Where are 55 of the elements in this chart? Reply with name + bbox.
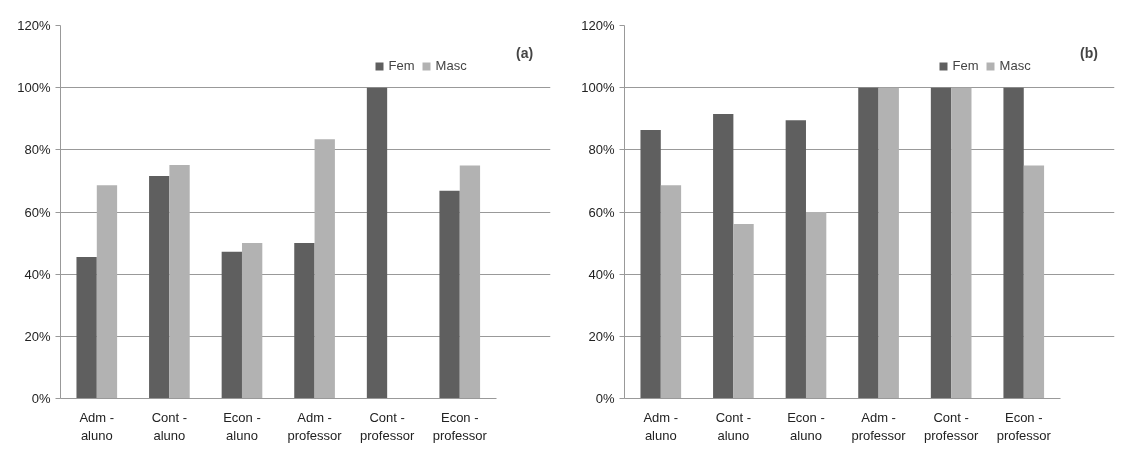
x-tick-label: Adm - aluno [79,409,115,443]
y-tick-label: 100% [581,80,615,96]
legend-label: Fem [952,58,979,73]
x-tick-label: Adm - aluno [643,409,679,443]
x-tick-label: Cont - professor [924,409,979,443]
bar [713,114,734,399]
bar [459,165,481,399]
bar [1003,87,1024,399]
annotation: (a) [516,44,534,61]
y-tick-label: 60% [24,204,51,220]
bar [314,139,335,399]
bar [930,87,952,399]
y-tick-label: 0% [31,391,51,406]
y-tick-label: 20% [24,328,51,344]
x-tick-label: Adm - professor [851,409,907,443]
x-tick-label: Cont - aluno [151,409,188,443]
x-tick-label: Econ - aluno [787,409,825,443]
bar [733,224,754,399]
x-tick-label: Econ - aluno [223,409,261,443]
y-tick-label: 100% [17,80,51,96]
y-tick-label: 40% [24,266,51,282]
y-tick-label: 120% [17,18,51,33]
y-tick-label: 80% [24,142,51,158]
bar [951,87,972,399]
x-tick-label: Econ - professor [432,409,488,443]
bar [294,243,315,399]
bar [805,212,827,399]
x-tick-label: Cont - professor [360,409,415,443]
bar [366,87,388,399]
x-tick-label: Adm - professor [287,409,343,443]
y-tick-label: 80% [588,142,615,158]
bar [169,165,190,399]
bar [76,257,97,399]
bar [878,87,899,399]
legend-label: Masc [999,58,1031,73]
bar [785,120,806,399]
x-tick-label: Econ - professor [996,409,1052,443]
bar [640,129,661,399]
bar [1023,165,1045,399]
bar [149,175,170,399]
y-tick-label: 60% [588,204,615,220]
y-tick-label: 20% [588,328,615,344]
bar [660,185,682,399]
annotation: (b) [1080,44,1098,61]
legend-label: Masc [435,58,467,73]
bar [439,190,460,399]
bar [858,87,879,399]
bar [96,185,118,399]
y-tick-label: 40% [588,266,615,282]
bar [241,243,263,399]
legend-label: Fem [388,58,415,73]
y-tick-label: 120% [581,18,615,33]
x-tick-label: Cont - aluno [715,409,752,443]
y-tick-label: 0% [595,391,615,406]
bar [221,251,242,399]
